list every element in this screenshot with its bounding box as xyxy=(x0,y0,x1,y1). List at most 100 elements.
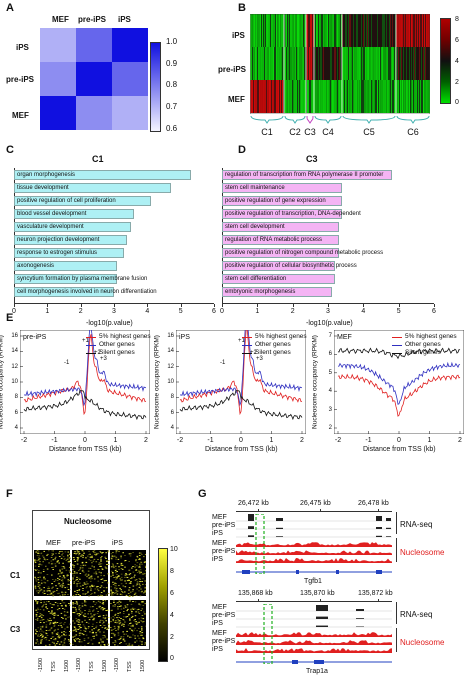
panel-f-dot xyxy=(132,625,134,627)
panel-f-dot xyxy=(58,643,61,645)
panel-f-dot xyxy=(131,644,134,646)
panel-f-dot xyxy=(120,579,122,581)
panel-f-dot xyxy=(41,633,44,635)
panel-f-dot xyxy=(52,613,55,615)
heatmap-b-cell xyxy=(378,14,380,47)
panel-f-dot xyxy=(89,585,91,587)
heatmap-b-cell xyxy=(309,80,311,113)
panel-f-dot xyxy=(145,567,146,568)
panel-f-dot xyxy=(135,621,137,623)
heatmap-b-cell xyxy=(334,80,336,113)
panel-f-dot xyxy=(91,593,93,594)
heatmap-b-cell xyxy=(336,80,338,113)
panel-f-dot xyxy=(57,636,60,638)
panel-f-dot xyxy=(119,593,122,595)
heatmap-b-cell xyxy=(375,80,377,113)
rna-track-label: MEF xyxy=(212,514,227,521)
panel-f-dot xyxy=(93,550,96,551)
gene-exon xyxy=(292,660,298,664)
heatmap-b-cell xyxy=(370,47,372,80)
heatmap-b-cell xyxy=(387,14,389,47)
panel-f-dot xyxy=(54,614,57,616)
panel-f-dot xyxy=(63,585,65,587)
heatmap-b-cell xyxy=(338,14,340,47)
panel-f-dot xyxy=(133,629,135,631)
nucleosome-label: Nucleosome xyxy=(400,638,445,647)
panel-f-dot xyxy=(145,625,146,627)
heatmap-b-cell xyxy=(298,80,300,113)
panel-f-dot xyxy=(144,584,146,585)
panel-f-dot xyxy=(64,587,66,589)
panel-f-dot xyxy=(117,629,120,631)
heatmap-b-cell xyxy=(328,47,330,80)
legend-swatch-silent xyxy=(392,353,402,355)
heatmap-b-cell xyxy=(429,80,430,113)
heatmap-b-cell xyxy=(252,47,254,80)
panel-f-dot xyxy=(96,608,98,610)
panel-f-dot xyxy=(72,569,74,571)
heatmap-b-cell xyxy=(396,80,398,113)
heatmap-b-cell xyxy=(413,14,415,47)
profile-line-other xyxy=(23,330,147,407)
heatmap-b-cluster-brackets: C1 C2 C3 C4 C5 C6 xyxy=(250,115,430,137)
heatmap-b-cell xyxy=(290,80,292,113)
panel-f-dot xyxy=(103,644,106,645)
panel-f-dot xyxy=(134,615,137,617)
panel-f-dot xyxy=(139,571,141,573)
panel-f-dot xyxy=(110,589,112,591)
panel-f-dot xyxy=(37,552,40,554)
panel-f-dot xyxy=(45,626,48,628)
panel-f-grid xyxy=(34,550,146,646)
heatmap-b-cell xyxy=(259,80,261,113)
panel-f-dot xyxy=(49,623,51,625)
panel-f-dot xyxy=(64,593,66,595)
heatmap-b-cell xyxy=(288,47,290,80)
panel-f-dot xyxy=(126,577,129,578)
panel-f-dot xyxy=(81,602,84,604)
heatmap-b-cell xyxy=(408,47,410,80)
panel-f-dot xyxy=(91,626,94,627)
rna-track-label: pre-iPS xyxy=(212,522,236,529)
panel-f-dot xyxy=(131,590,134,592)
panel-f-dot xyxy=(113,625,116,627)
browser-coord-tick xyxy=(320,599,321,602)
panel-f-dot xyxy=(130,609,132,611)
panel-f-dot xyxy=(119,637,122,639)
panel-f-dot xyxy=(102,552,104,553)
heatmap-b-cell xyxy=(322,14,324,47)
panel-f-dot xyxy=(58,552,60,554)
heatmap-b-cell xyxy=(308,14,310,47)
panel-f-dot xyxy=(84,604,86,606)
panel-f-dot xyxy=(103,631,105,633)
heatmap-b-cell xyxy=(405,47,407,80)
panel-f-dot xyxy=(54,629,57,631)
heatmap-b-cell xyxy=(298,14,300,47)
panel-f-dot xyxy=(144,644,146,646)
panel-f-dot xyxy=(64,591,67,593)
heatmap-b-cell xyxy=(280,80,282,113)
panel-f-dot xyxy=(59,551,61,553)
panel-f-dot xyxy=(112,574,114,576)
panel-f-dot xyxy=(39,615,42,617)
panel-f-dot xyxy=(102,620,104,621)
rna-signal xyxy=(386,527,391,529)
heatmap-b-cell xyxy=(275,80,277,113)
heatmap-b-cell xyxy=(331,80,333,113)
panel-f-dot xyxy=(112,581,114,583)
panel-f-dot xyxy=(113,602,115,603)
panel-f-dot xyxy=(39,613,42,615)
chart-d-xtick-mark xyxy=(328,304,329,307)
profile-ytick-label: 10 xyxy=(167,379,174,385)
panel-f-dot xyxy=(74,590,76,592)
panel-f-dot xyxy=(80,630,82,631)
panel-f-dot xyxy=(66,575,68,577)
panel-f-dot xyxy=(128,561,130,562)
panel-f-dot xyxy=(92,619,94,621)
panel-f-dot xyxy=(72,579,74,580)
heatmap-b-cell xyxy=(336,47,338,80)
panel-f-dot xyxy=(106,568,108,570)
panel-f-row-c3: C3 xyxy=(10,625,21,634)
panel-f-dot xyxy=(37,582,40,583)
nucleosome-label: Nucleosome xyxy=(400,548,445,557)
chart-c-xtick-label: 1 xyxy=(45,308,50,315)
